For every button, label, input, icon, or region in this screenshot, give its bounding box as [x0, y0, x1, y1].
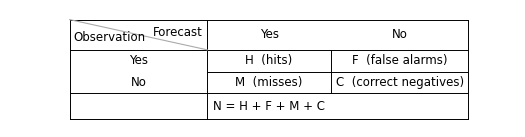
Text: F  (false alarms): F (false alarms) [352, 54, 447, 67]
Text: C  (correct negatives): C (correct negatives) [335, 76, 464, 89]
Text: Forecast: Forecast [153, 26, 203, 39]
Text: Yes: Yes [129, 54, 148, 67]
Text: No: No [131, 76, 146, 89]
Text: M  (misses): M (misses) [235, 76, 303, 89]
Text: Observation: Observation [74, 31, 146, 44]
Text: Yes: Yes [259, 28, 279, 41]
Text: N = H + F + M + C: N = H + F + M + C [213, 100, 325, 113]
Text: No: No [392, 28, 407, 41]
Text: H  (hits): H (hits) [246, 54, 293, 67]
